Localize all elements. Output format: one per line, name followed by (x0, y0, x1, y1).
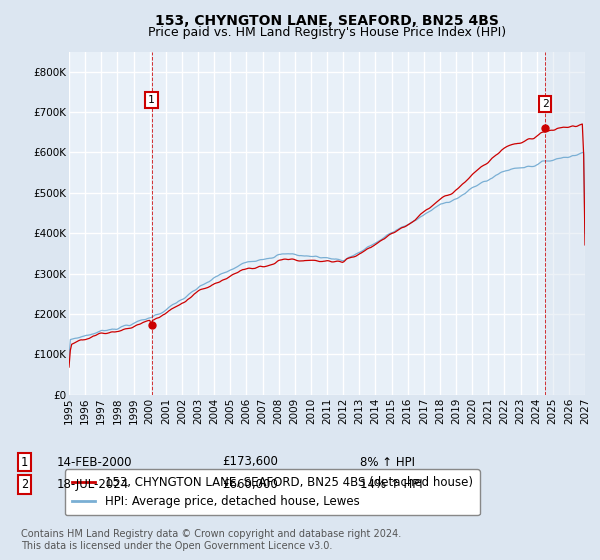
Legend: 153, CHYNGTON LANE, SEAFORD, BN25 4BS (detached house), HPI: Average price, deta: 153, CHYNGTON LANE, SEAFORD, BN25 4BS (d… (65, 469, 480, 515)
Text: Contains HM Land Registry data © Crown copyright and database right 2024.
This d: Contains HM Land Registry data © Crown c… (21, 529, 401, 551)
Text: 18-JUL-2024: 18-JUL-2024 (57, 478, 129, 491)
Text: £173,600: £173,600 (222, 455, 278, 469)
Text: Price paid vs. HM Land Registry's House Price Index (HPI): Price paid vs. HM Land Registry's House … (148, 26, 506, 39)
Text: 8% ↑ HPI: 8% ↑ HPI (360, 455, 415, 469)
Text: 153, CHYNGTON LANE, SEAFORD, BN25 4BS: 153, CHYNGTON LANE, SEAFORD, BN25 4BS (155, 14, 499, 28)
Text: 14% ↑ HPI: 14% ↑ HPI (360, 478, 422, 491)
Text: 1: 1 (21, 455, 28, 469)
Text: 2: 2 (542, 99, 549, 109)
Text: 14-FEB-2000: 14-FEB-2000 (57, 455, 133, 469)
Text: 1: 1 (148, 95, 155, 105)
Text: £660,000: £660,000 (222, 478, 278, 491)
Text: 2: 2 (21, 478, 28, 491)
